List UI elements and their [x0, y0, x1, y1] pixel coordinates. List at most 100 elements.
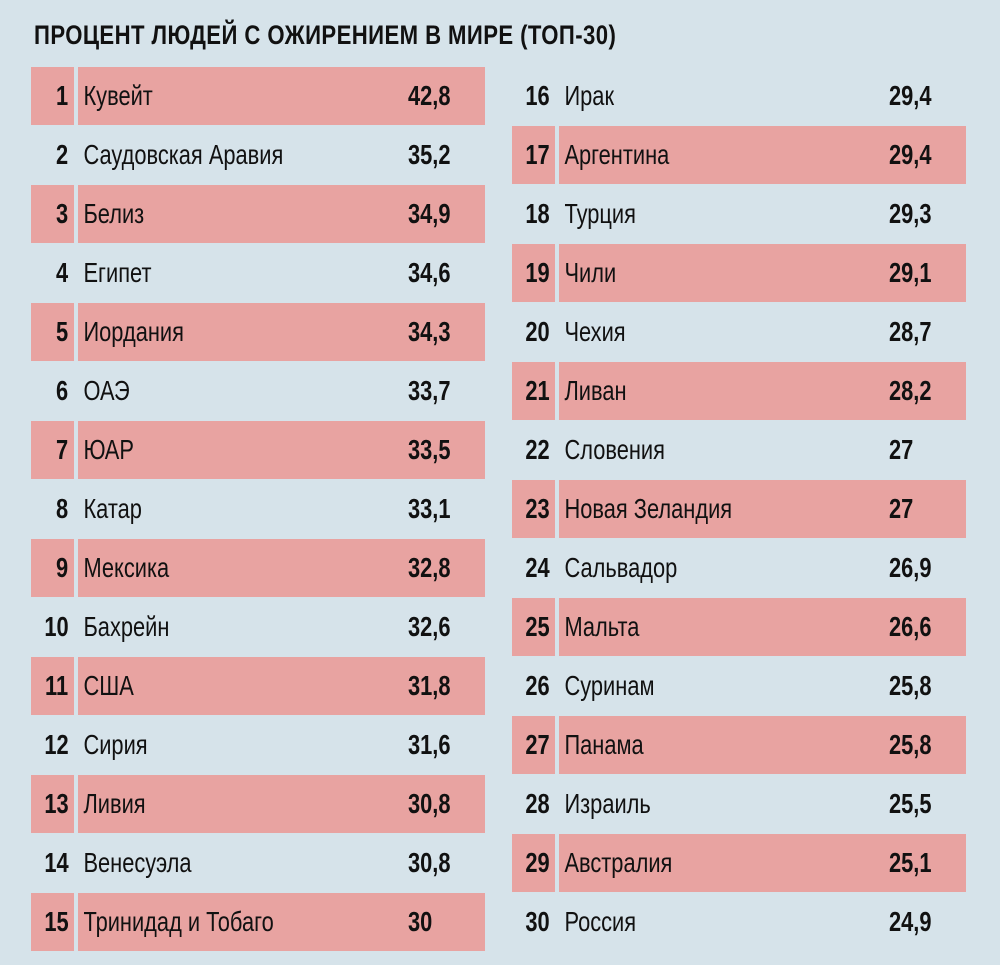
country-cell: Белиз 34,9	[78, 185, 485, 243]
percent-value: 26,6	[889, 611, 932, 642]
rank-cell: 13	[31, 775, 74, 833]
rank: 2	[56, 139, 69, 170]
table-row: 8 Катар 33,1	[31, 480, 485, 538]
rank: 5	[56, 316, 69, 347]
country-cell: Чехия 28,7	[559, 303, 966, 361]
table-row: 5 Иордания 34,3	[31, 303, 485, 361]
table-row: 13 Ливия 30,8	[31, 775, 485, 833]
rank-cell: 2	[31, 126, 74, 184]
country-cell: Бахрейн 32,6	[78, 598, 485, 656]
rank: 30	[525, 906, 550, 937]
rank: 15	[44, 906, 69, 937]
country-name: Иордания	[83, 316, 184, 347]
country-name: Чили	[564, 257, 617, 288]
rank-cell: 29	[512, 834, 555, 892]
country-name: Сирия	[83, 729, 148, 760]
country-name: Мексика	[83, 552, 170, 583]
country-name: Панама	[564, 729, 644, 760]
percent-value: 25,5	[889, 788, 932, 819]
country-name: Саудовская Аравия	[83, 139, 284, 170]
country-cell: США 31,8	[78, 657, 485, 715]
rank-cell: 21	[512, 362, 555, 420]
table-row: 26 Суринам 25,8	[512, 657, 966, 715]
country-cell: Австралия 25,1	[559, 834, 966, 892]
table-row: 21 Ливан 28,2	[512, 362, 966, 420]
country-cell: Тринидад и Тобаго 30	[78, 893, 485, 951]
country-cell: Саудовская Аравия 35,2	[78, 126, 485, 184]
rank: 29	[525, 847, 550, 878]
table-row: 23 Новая Зеландия 27	[512, 480, 966, 538]
country-cell: Кувейт 42,8	[78, 67, 485, 125]
table-row: 11 США 31,8	[31, 657, 485, 715]
country-name: Ирак	[564, 80, 615, 111]
percent-value: 25,1	[889, 847, 932, 878]
rank: 21	[525, 375, 550, 406]
country-name: Ливия	[83, 788, 146, 819]
table-row: 2 Саудовская Аравия 35,2	[31, 126, 485, 184]
country-name: Египет	[83, 257, 152, 288]
country-name: Бахрейн	[83, 611, 170, 642]
country-cell: Израиль 25,5	[559, 775, 966, 833]
rank-cell: 17	[512, 126, 555, 184]
country-cell: Иордания 34,3	[78, 303, 485, 361]
table-row: 10 Бахрейн 32,6	[31, 598, 485, 656]
table-row: 9 Мексика 32,8	[31, 539, 485, 597]
percent-value: 34,6	[408, 257, 451, 288]
table-row: 19 Чили 29,1	[512, 244, 966, 302]
rank-cell: 14	[31, 834, 74, 892]
country-cell: Суринам 25,8	[559, 657, 966, 715]
percent-value: 31,6	[408, 729, 451, 760]
table-row: 17 Аргентина 29,4	[512, 126, 966, 184]
country-cell: Аргентина 29,4	[559, 126, 966, 184]
country-name: Катар	[83, 493, 142, 524]
rank-cell: 1	[31, 67, 74, 125]
percent-value: 33,1	[408, 493, 451, 524]
country-cell: Сирия 31,6	[78, 716, 485, 774]
country-cell: Ирак 29,4	[559, 67, 966, 125]
rank: 19	[525, 257, 550, 288]
percent-value: 35,2	[408, 139, 451, 170]
percent-value: 34,9	[408, 198, 451, 229]
chart-title: ПРОЦЕНТ ЛЮДЕЙ С ОЖИРЕНИЕМ В МИРЕ (ТОП-30…	[34, 20, 617, 50]
country-cell: Египет 34,6	[78, 244, 485, 302]
country-name: Сальвадор	[564, 552, 678, 583]
percent-value: 25,8	[889, 729, 932, 760]
country-cell: Мальта 26,6	[559, 598, 966, 656]
rank: 24	[525, 552, 550, 583]
country-name: Ливан	[564, 375, 627, 406]
table-column-left: 1 Кувейт 42,8 2 Саудовская Аравия 35,2 3 Белиз 3…	[31, 67, 485, 952]
percent-value: 29,3	[889, 198, 932, 229]
table-row: 7 ЮАР 33,5	[31, 421, 485, 479]
percent-value: 25,8	[889, 670, 932, 701]
country-name: Словения	[564, 434, 665, 465]
country-cell: Словения 27	[559, 421, 966, 479]
country-name: Кувейт	[83, 80, 153, 111]
country-name: ЮАР	[83, 434, 134, 465]
country-name: Новая Зеландия	[564, 493, 733, 524]
percent-value: 42,8	[408, 80, 451, 111]
rank-cell: 20	[512, 303, 555, 361]
rank-cell: 15	[31, 893, 74, 951]
country-name: США	[83, 670, 134, 701]
rank: 10	[44, 611, 69, 642]
table-row: 27 Панама 25,8	[512, 716, 966, 774]
rank-cell: 4	[31, 244, 74, 302]
rank-cell: 5	[31, 303, 74, 361]
percent-value: 34,3	[408, 316, 451, 347]
country-cell: Катар 33,1	[78, 480, 485, 538]
table-row: 28 Израиль 25,5	[512, 775, 966, 833]
rank-cell: 24	[512, 539, 555, 597]
country-name: Австралия	[564, 847, 673, 878]
percent-value: 29,1	[889, 257, 932, 288]
table-row: 29 Австралия 25,1	[512, 834, 966, 892]
table-row: 24 Сальвадор 26,9	[512, 539, 966, 597]
country-name: Венесуэла	[83, 847, 192, 878]
rank-cell: 3	[31, 185, 74, 243]
country-cell: Турция 29,3	[559, 185, 966, 243]
table-row: 14 Венесуэла 30,8	[31, 834, 485, 892]
rank: 16	[525, 80, 550, 111]
rank: 7	[56, 434, 69, 465]
rank-cell: 7	[31, 421, 74, 479]
percent-value: 27	[889, 493, 914, 524]
country-name: Тринидад и Тобаго	[83, 906, 274, 937]
